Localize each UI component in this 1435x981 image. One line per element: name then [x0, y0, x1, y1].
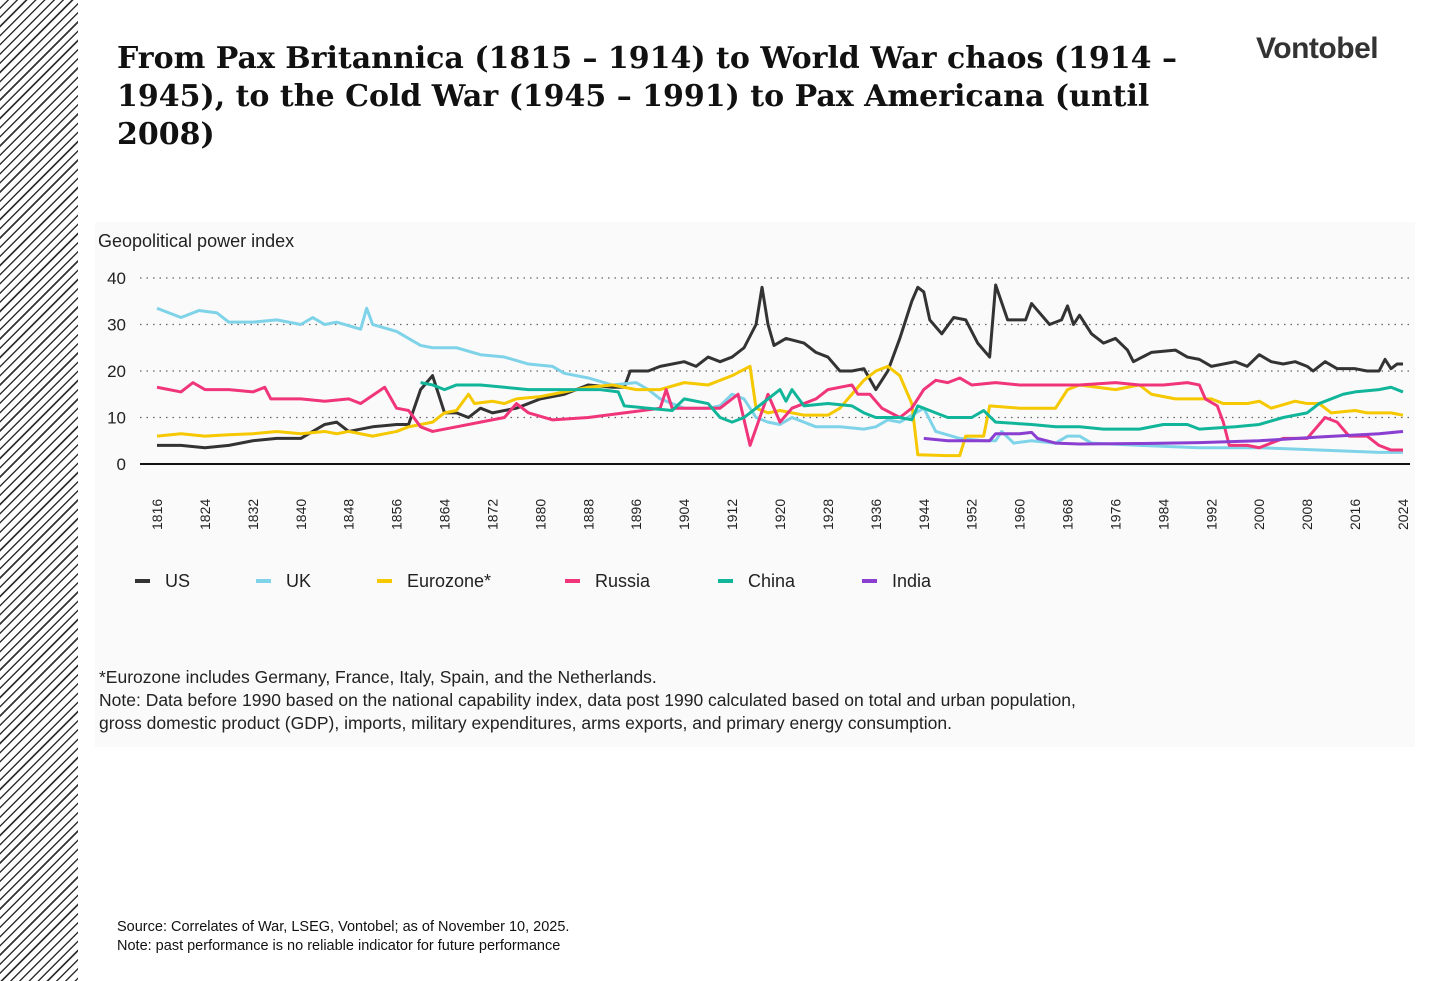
- note-line: *Eurozone includes Germany, France, Ital…: [99, 667, 657, 687]
- x-tick-label: 1840: [293, 499, 309, 530]
- y-axis-label: Geopolitical power index: [98, 231, 295, 251]
- x-tick-label: 2024: [1395, 499, 1411, 530]
- x-tick-label: 1816: [149, 499, 165, 530]
- x-tick-label: 1944: [916, 499, 932, 530]
- x-tick-label: 2008: [1299, 499, 1315, 530]
- x-tick-label: 1880: [532, 499, 548, 530]
- series-line-eurozone: [156, 364, 1404, 458]
- source-line: Note: past performance is no reliable in…: [117, 938, 561, 954]
- y-tick-label: 10: [107, 409, 126, 428]
- y-tick-label: 0: [117, 455, 126, 474]
- series-line-india: [923, 429, 1404, 446]
- x-tick-label: 1864: [437, 499, 453, 530]
- x-tick-label: 1984: [1155, 499, 1171, 530]
- x-tick-label: 2016: [1347, 499, 1363, 530]
- x-tick-label: 1912: [724, 499, 740, 530]
- x-tick-label: 1928: [820, 499, 836, 530]
- note-line: gross domestic product (GDP), imports, m…: [99, 713, 952, 733]
- page-title: From Pax Britannica (1815 – 1914) to Wor…: [117, 41, 1177, 152]
- x-tick-label: 2000: [1251, 499, 1267, 530]
- legend-label: US: [165, 571, 190, 591]
- y-tick-label: 30: [107, 316, 126, 335]
- legend-label: UK: [286, 571, 311, 591]
- x-tick-label: 1856: [389, 499, 405, 530]
- x-tick-label: 1848: [341, 499, 357, 530]
- x-tick-label: 1888: [580, 499, 596, 530]
- source-notes: Source: Correlates of War, LSEG, Vontobe…: [117, 918, 569, 956]
- x-tick-label: 1968: [1060, 499, 1076, 530]
- y-tick-label: 20: [107, 362, 126, 381]
- x-tick-label: 1832: [245, 499, 261, 530]
- x-tick-label: 1952: [964, 499, 980, 530]
- vontobel-logo: Vontobel: [1256, 32, 1379, 65]
- legend-label: Russia: [595, 571, 651, 591]
- series-line-china: [420, 381, 1404, 431]
- x-tick-label: 1824: [197, 499, 213, 530]
- x-tick-label: 1904: [676, 499, 692, 530]
- chart-notes: *Eurozone includes Germany, France, Ital…: [99, 666, 1076, 735]
- x-tick-label: 1896: [628, 499, 644, 530]
- source-line: Source: Correlates of War, LSEG, Vontobe…: [117, 919, 570, 935]
- x-tick-label: 1920: [772, 499, 788, 530]
- y-tick-label: 40: [107, 269, 126, 288]
- hatch-decoration: [0, 0, 78, 981]
- legend-label: India: [892, 571, 932, 591]
- x-tick-label: 1936: [868, 499, 884, 530]
- x-tick-label: 1992: [1203, 499, 1219, 530]
- x-tick-label: 1976: [1107, 499, 1123, 530]
- x-tick-label: 1960: [1012, 499, 1028, 530]
- legend-label: Eurozone*: [407, 571, 491, 591]
- note-line: Note: Data before 1990 based on the nati…: [99, 690, 1076, 710]
- x-tick-label: 1872: [484, 499, 500, 530]
- chart-panel: [95, 222, 1415, 747]
- legend-label: China: [748, 571, 796, 591]
- series-line-uk: [156, 306, 1403, 454]
